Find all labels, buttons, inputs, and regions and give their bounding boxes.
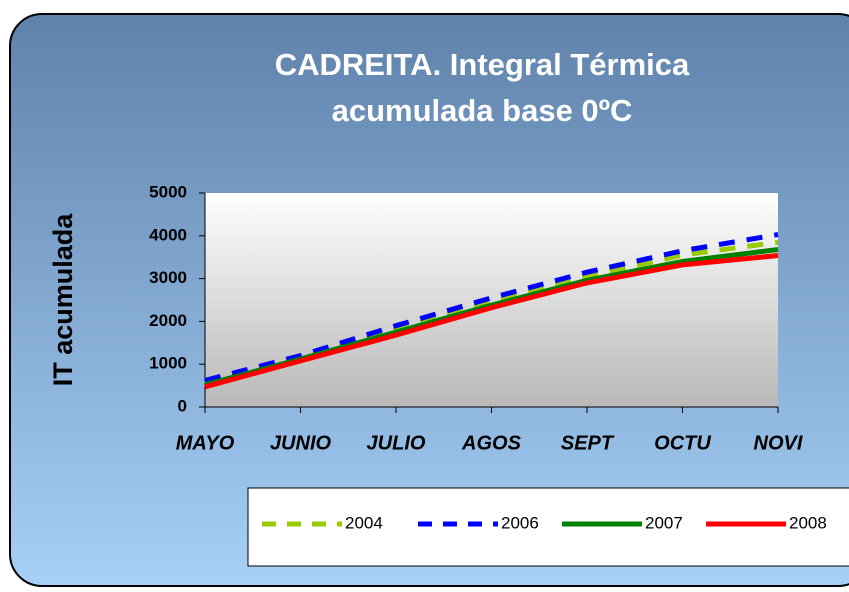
series-line	[204, 232, 779, 383]
legend-label: 2008	[789, 513, 827, 532]
x-tick-label: AGOS	[461, 432, 522, 454]
legend-label: 2006	[501, 513, 539, 532]
x-tick-label: JUNIO	[270, 432, 332, 454]
y-tick-label: 3000	[149, 268, 187, 287]
y-tick-label: 4000	[149, 225, 187, 244]
y-tick-label: 2000	[149, 311, 187, 330]
x-tick-label: MAYO	[176, 432, 235, 454]
y-tick-label: 0	[178, 396, 187, 415]
legend-box	[247, 487, 849, 567]
x-tick-label: SEPT	[561, 432, 615, 454]
legend-label: 2007	[645, 513, 683, 532]
legend-label: 2004	[345, 513, 383, 532]
chart-title: acumulada base 0ºC	[332, 93, 633, 128]
y-axis-label: IT acumulada	[48, 213, 78, 387]
x-tick-label: NOVI	[754, 432, 803, 454]
plot-area	[205, 193, 778, 407]
x-tick-label: OCTU	[654, 432, 711, 454]
y-tick-label: 5000	[149, 182, 187, 201]
chart-title: CADREITA. Integral Térmica	[275, 47, 690, 82]
x-tick-label: JULIO	[367, 432, 426, 454]
series-line	[204, 253, 779, 390]
y-tick-label: 1000	[149, 354, 187, 373]
